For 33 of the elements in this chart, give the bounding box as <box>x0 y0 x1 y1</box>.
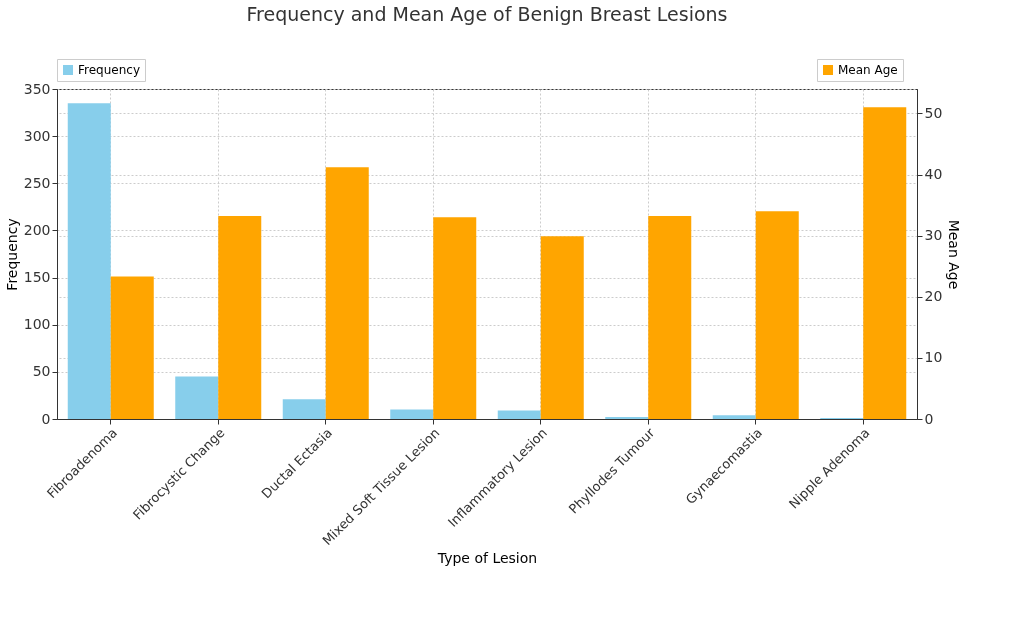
bar <box>712 415 756 419</box>
bar <box>433 217 477 419</box>
y2-tick-label: 40 <box>924 166 943 183</box>
bar <box>218 216 262 419</box>
y-tick-label: 0 <box>41 410 51 427</box>
y-axis-title: Frequency <box>3 218 20 291</box>
bar <box>497 410 541 419</box>
legend-label: Frequency <box>78 63 140 77</box>
bar <box>540 236 584 419</box>
y-tick-label: 50 <box>32 363 51 380</box>
bar <box>648 216 692 419</box>
y-tick-label: 150 <box>23 269 51 286</box>
bar <box>863 107 907 419</box>
y2-tick-label: 50 <box>924 104 943 121</box>
legend-label: Mean Age <box>838 63 898 77</box>
bar <box>390 409 434 419</box>
y2-tick-label: 30 <box>924 227 943 244</box>
bar <box>67 103 111 419</box>
x-axis-title: Type of Lesion <box>436 550 538 567</box>
y2-axis-title: Mean Age <box>946 219 963 290</box>
y-tick-label: 350 <box>23 80 51 97</box>
chart-title: Frequency and Mean Age of Benign Breast Lesions <box>246 2 728 25</box>
y-tick-label: 250 <box>23 174 51 191</box>
y2-tick-label: 20 <box>924 288 943 305</box>
y-tick-label: 300 <box>23 127 51 144</box>
y-tick-label: 200 <box>23 221 51 238</box>
y-tick-label: 100 <box>23 316 51 333</box>
y2-tick-label: 10 <box>924 349 943 366</box>
bar <box>325 167 369 419</box>
bar <box>282 399 326 419</box>
bar <box>175 376 219 419</box>
bar <box>755 211 799 419</box>
y2-tick-label: 0 <box>924 410 934 427</box>
